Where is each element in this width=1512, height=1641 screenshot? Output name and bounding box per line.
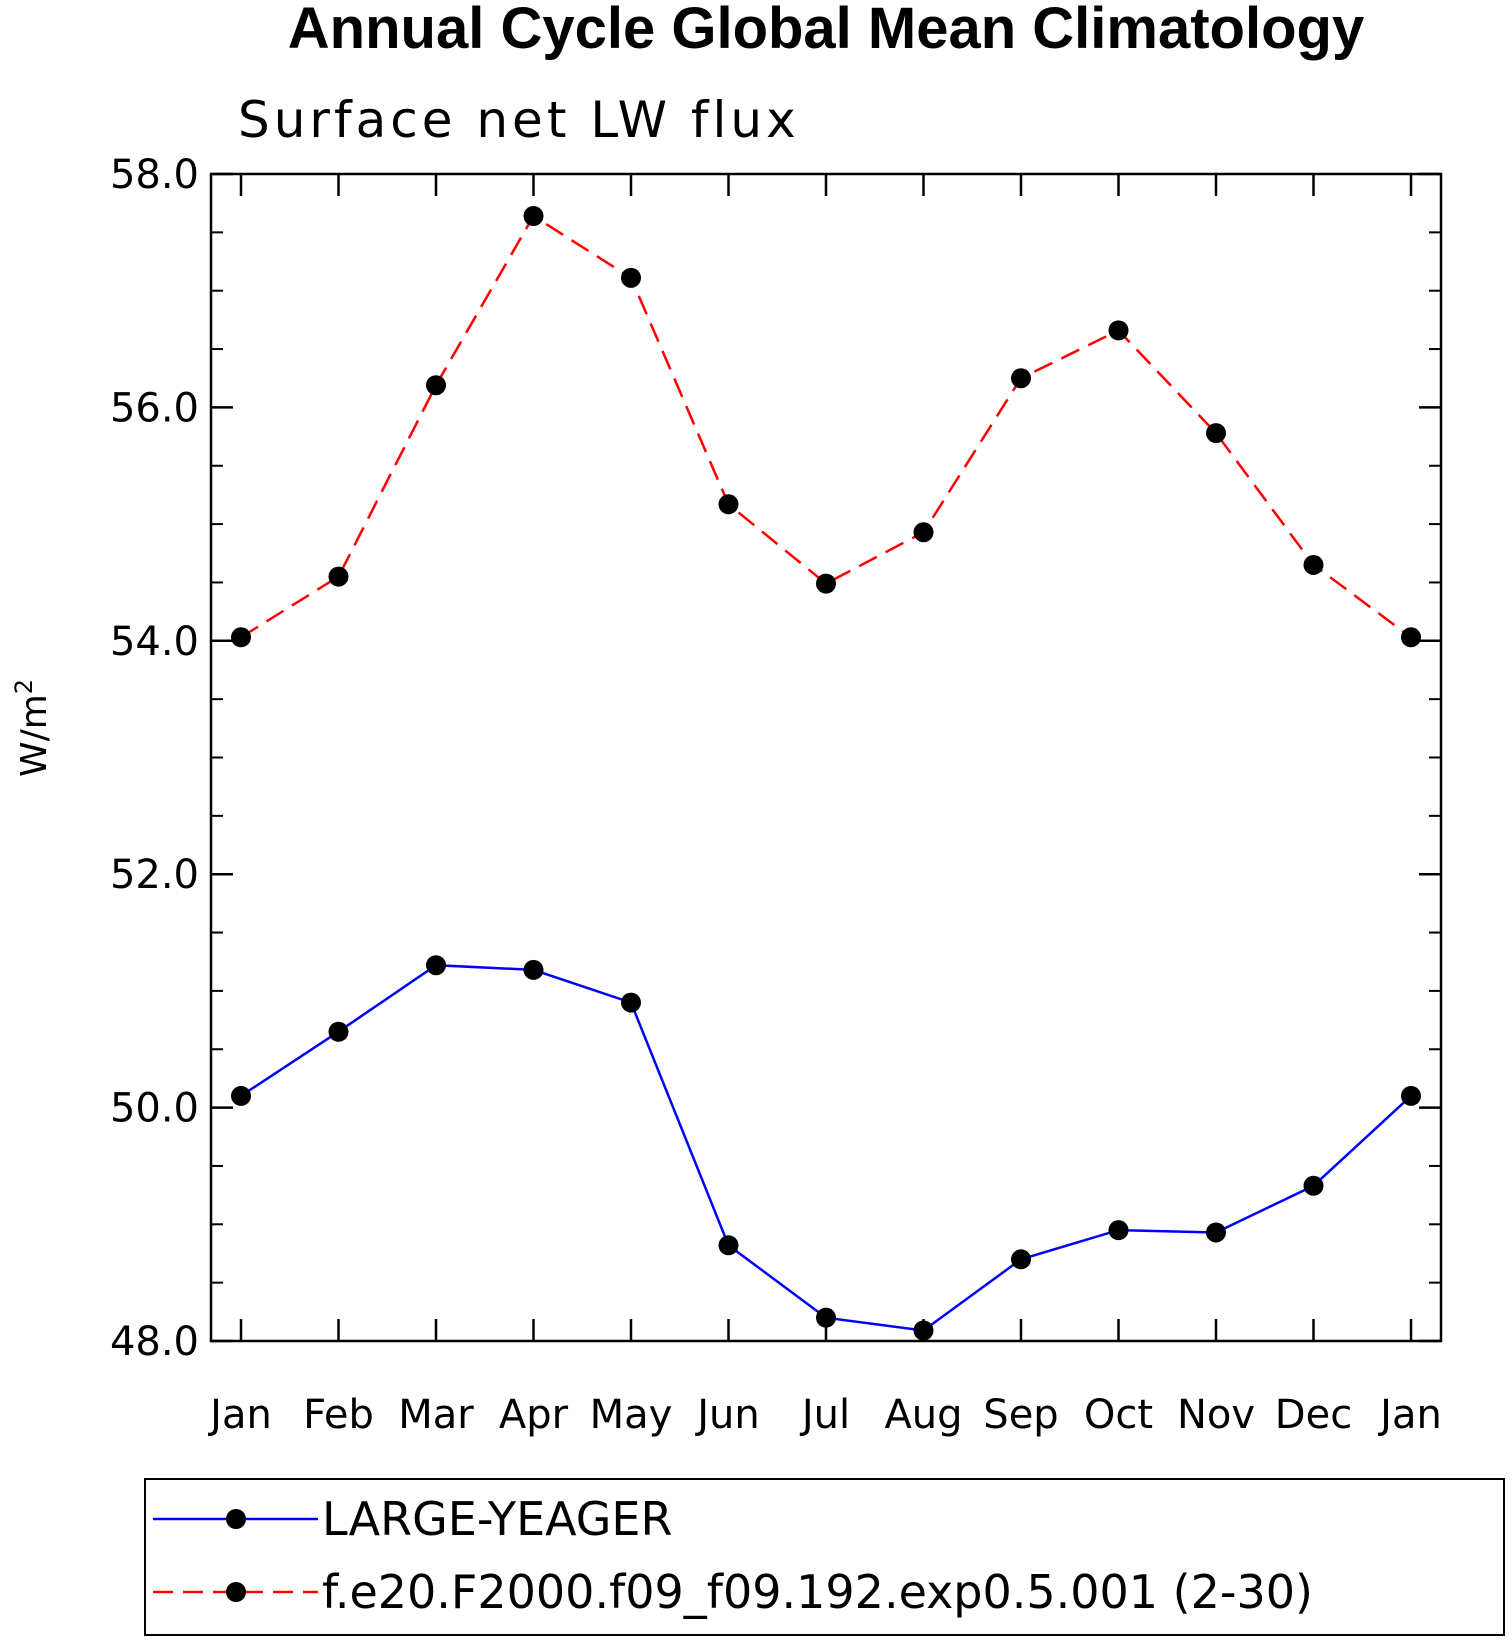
x-tick-label: Sep	[983, 1392, 1058, 1438]
series-1-point	[426, 375, 446, 396]
x-tick-label: Jan	[207, 1392, 272, 1438]
series-0-point	[231, 1085, 251, 1106]
y-tick-label: 52.0	[110, 852, 199, 898]
x-tick-label: May	[590, 1392, 673, 1438]
legend: LARGE-YEAGER f.e20.F2000.f09_f09.192.exp…	[144, 1478, 1505, 1636]
x-tick-label: Oct	[1084, 1392, 1153, 1438]
series-0-point	[621, 992, 641, 1013]
series-0-point	[913, 1320, 934, 1341]
x-tick-labels: Jan Feb Mar Apr May Jun Jul Aug Sep Oct Nov Dec Jan	[207, 1392, 1442, 1438]
series-1-point	[621, 267, 641, 288]
y-tick-label: 48.0	[110, 1319, 199, 1365]
series-0-point	[328, 1021, 349, 1042]
x-tick-label: Mar	[398, 1392, 474, 1438]
series-line-0	[240, 963, 1412, 1332]
legend-box	[144, 1478, 1505, 1636]
series-1-point	[328, 566, 349, 587]
series-1-point	[231, 627, 251, 648]
series-1-point	[718, 494, 739, 515]
y-tick-label: 58.0	[110, 152, 199, 198]
series-1-point	[1401, 627, 1421, 648]
series-1-point	[523, 206, 544, 227]
series-0-point	[1303, 1175, 1324, 1196]
y-tick-label: 54.0	[110, 619, 199, 665]
x-tick-label: Aug	[884, 1392, 962, 1438]
x-tick-label: Nov	[1177, 1392, 1255, 1438]
chart-title: Annual Cycle Global Mean Climatology	[288, 0, 1364, 61]
y-tick-labels: 48.0 50.0 52.0 54.0 56.0 58.0	[110, 152, 199, 1365]
legend-marker-large-yeager	[226, 1509, 246, 1529]
y-axis-label: W/m2	[10, 679, 55, 777]
x-tick-label: Dec	[1275, 1392, 1352, 1438]
y-tick-label: 50.0	[110, 1086, 199, 1132]
series-1-point	[816, 573, 836, 594]
x-tick-label: Apr	[499, 1392, 569, 1438]
series-1-point	[1108, 320, 1129, 341]
x-tick-label: Jul	[799, 1392, 850, 1438]
x-tick-label: Jan	[1377, 1392, 1442, 1438]
x-tick-label: Feb	[303, 1392, 374, 1438]
series-0-point	[1401, 1085, 1421, 1106]
series-0-point	[816, 1307, 836, 1328]
axes	[209, 172, 1443, 1343]
chart-subtitle: Surface net LW flux	[238, 91, 800, 149]
series-0-point	[1011, 1249, 1031, 1270]
series-0-point	[718, 1235, 739, 1256]
series-0-point	[1108, 1220, 1129, 1241]
series-1-point	[1303, 554, 1324, 575]
legend-marker-f2000	[226, 1582, 246, 1602]
series-0-point	[426, 955, 446, 976]
series-1-point	[1011, 368, 1031, 389]
series-0-point	[1206, 1222, 1226, 1243]
y-tick-label: 56.0	[110, 385, 199, 431]
y-axis-label-superscript: 2	[10, 679, 38, 694]
series-0-point	[523, 959, 544, 980]
plot-frame	[209, 172, 1443, 1343]
y-axis-label-text: W/m	[14, 694, 55, 777]
series-1-point	[1206, 423, 1226, 444]
x-tick-label: Jun	[694, 1392, 760, 1438]
series-1-point	[913, 522, 934, 543]
legend-label-f2000: f.e20.F2000.f09_f09.192.exp0.5.001 (2-30…	[322, 1565, 1313, 1619]
series-group	[231, 206, 1421, 1341]
legend-label-large-yeager: LARGE-YEAGER	[322, 1492, 672, 1546]
